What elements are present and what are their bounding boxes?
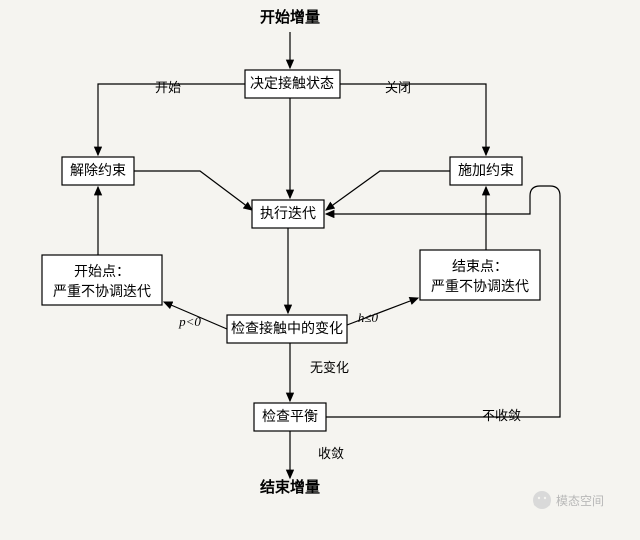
watermark-text: 模态空间 [556,494,604,508]
svg-text:检查平衡: 检查平衡 [262,409,318,425]
start-text: 开始增量 [260,8,320,26]
node-decide: 决定接触状态 [245,70,340,98]
svg-text:严重不协调迭代: 严重不协调迭代 [53,284,151,300]
label-p: p<0 [178,314,201,329]
node-iterate: 执行迭代 [252,200,324,228]
label-noconverge: 不收敛 [482,408,521,423]
label-converge: 收敛 [318,446,344,461]
svg-text:结束点：: 结束点： [452,259,508,275]
node-endpoint: 结束点： 严重不协调迭代 [420,250,540,300]
node-checkchange: 检查接触中的变化 [227,315,347,343]
watermark: 模态空间 [533,491,604,509]
node-release: 解除约束 [62,157,134,185]
node-apply: 施加约束 [450,157,522,185]
edge-balance-iterate [326,186,560,417]
edge-apply-iterate [326,171,450,210]
svg-text:施加约束: 施加约束 [458,163,514,179]
svg-text:执行迭代: 执行迭代 [260,206,316,222]
label-open: 开始 [155,80,181,95]
end-text: 结束增量 [260,478,320,496]
svg-text:解除约束: 解除约束 [70,163,126,179]
svg-text:严重不协调迭代: 严重不协调迭代 [431,279,529,295]
node-checkbalance: 检查平衡 [254,403,326,431]
label-close: 关闭 [385,80,411,95]
node-startpoint: 开始点： 严重不协调迭代 [42,255,162,305]
label-h: h≤0 [358,310,379,325]
edge-release-iterate [134,171,252,210]
svg-text:决定接触状态: 决定接触状态 [250,75,334,92]
edge-decide-apply [340,84,486,155]
svg-text:检查接触中的变化: 检查接触中的变化 [231,320,343,337]
svg-text:开始点：: 开始点： [74,264,130,280]
label-nochange: 无变化 [310,360,349,375]
